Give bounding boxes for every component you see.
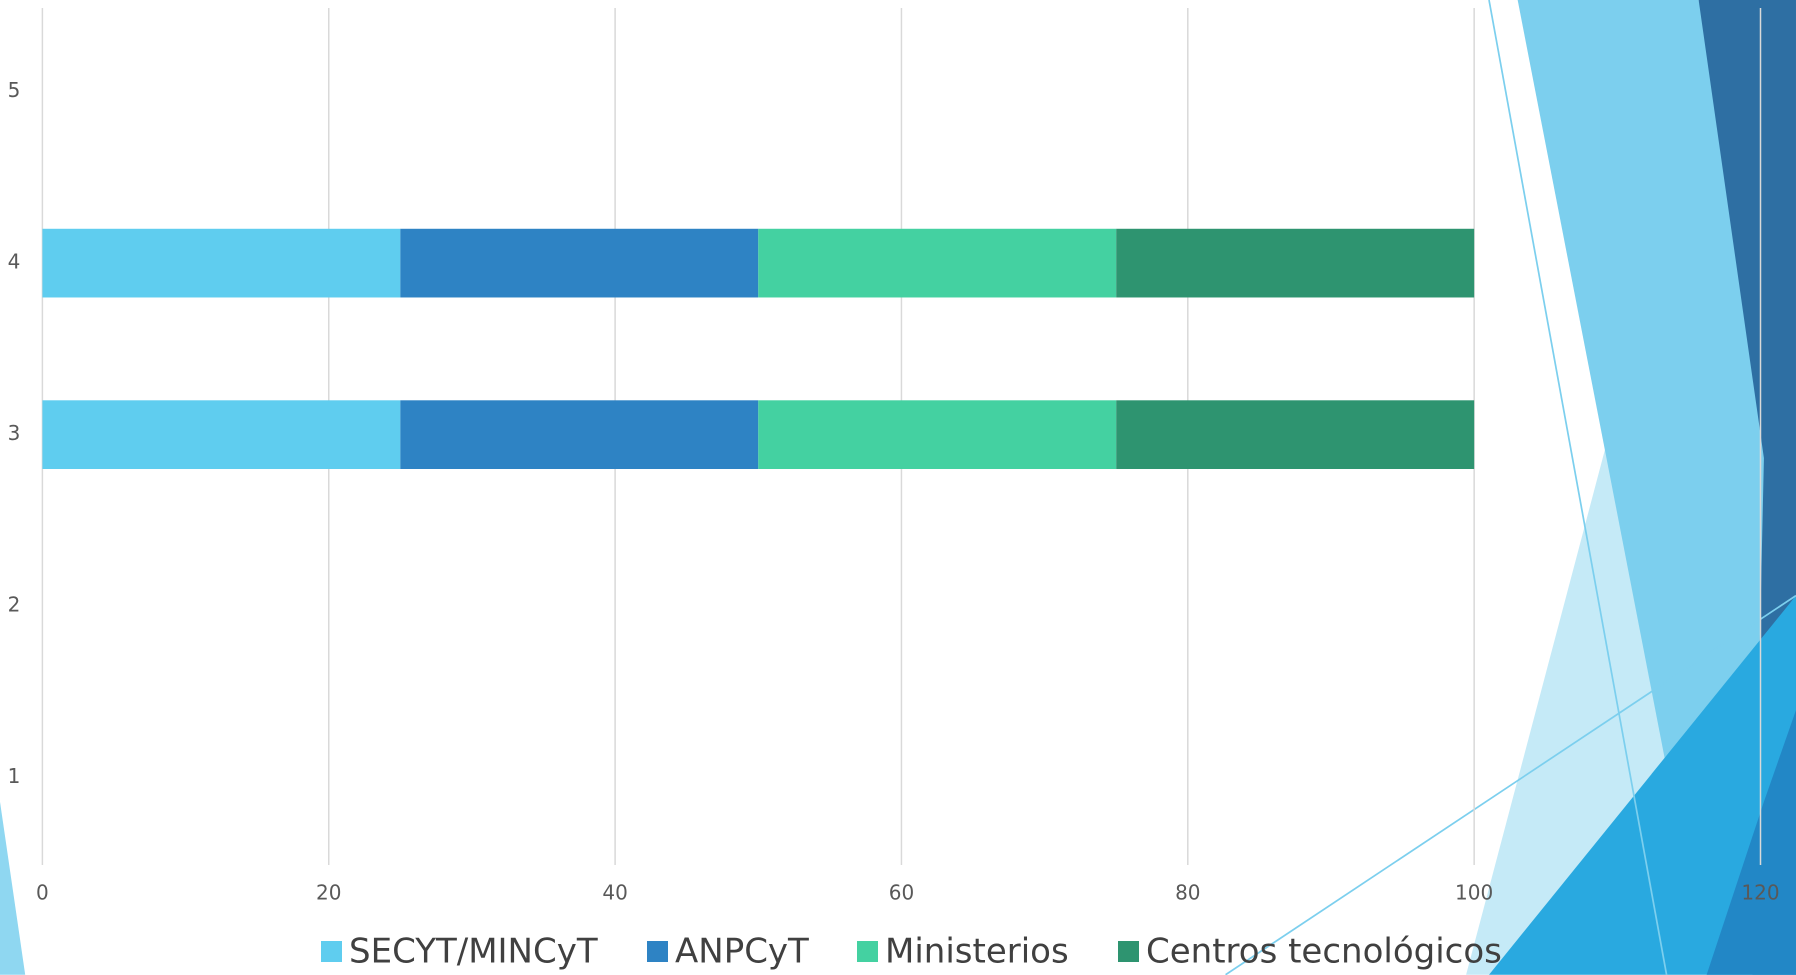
- bar-segment: [42, 400, 401, 469]
- x-tick-label: 20: [316, 881, 341, 905]
- bar-segment: [400, 228, 759, 298]
- x-tick-label: 0: [36, 881, 49, 905]
- decor-shape: [1489, 595, 1796, 975]
- decor-shape: [0, 801, 26, 975]
- legend-label: Centros tecnológicos: [1146, 932, 1502, 972]
- x-tick-label: 100: [1455, 881, 1493, 905]
- x-tick-label: 40: [602, 881, 627, 905]
- legend-label: SECYT/MINCyT: [349, 932, 598, 972]
- y-tick-label: 2: [8, 593, 21, 617]
- bar-segment: [42, 228, 401, 298]
- decor-shape: [1706, 710, 1796, 975]
- x-tick-label: 60: [889, 881, 914, 905]
- legend-swatch: [647, 941, 668, 962]
- y-tick-label: 3: [8, 421, 21, 445]
- decor-line: [1488, 0, 1668, 975]
- y-tick-label: 5: [8, 78, 21, 102]
- legend-swatch: [1118, 941, 1139, 962]
- x-tick-label: 120: [1741, 881, 1779, 905]
- bar-segment: [1116, 400, 1475, 469]
- bar-segment: [758, 228, 1117, 298]
- bar-segment: [400, 400, 759, 469]
- legend-label: Ministerios: [885, 932, 1069, 972]
- legend-swatch: [321, 941, 342, 962]
- legend-swatch: [857, 941, 878, 962]
- y-tick-label: 1: [8, 764, 21, 788]
- legend-label: ANPCyT: [675, 932, 809, 972]
- bar-segment: [758, 400, 1117, 469]
- x-tick-label: 80: [1175, 881, 1200, 905]
- decor-line: [1225, 594, 1796, 975]
- y-tick-label: 4: [8, 250, 21, 274]
- bar-segment: [1116, 228, 1475, 298]
